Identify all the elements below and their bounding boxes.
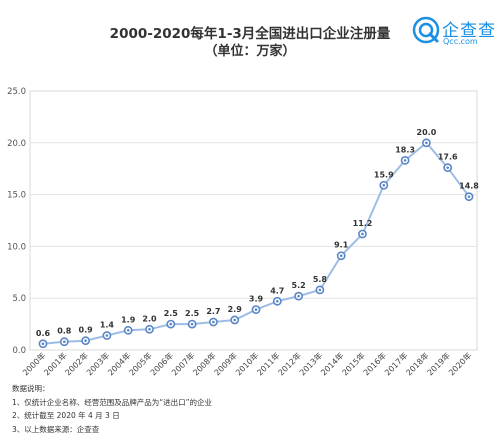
data-label: 3.9 — [249, 295, 264, 304]
data-point-center — [233, 318, 236, 322]
logo-domain: Qcc.com — [443, 37, 478, 46]
chart-subtitle: （单位：万家） — [204, 44, 296, 59]
line-chart: 0.05.010.015.020.025.0 2000年2001年2002年20… — [7, 87, 479, 377]
notes-heading: 数据说明： — [12, 384, 50, 393]
qcc-logo-icon — [412, 16, 440, 44]
data-label: 15.9 — [374, 170, 394, 179]
y-tick-label: 5.0 — [12, 294, 26, 304]
data-point-center — [212, 320, 215, 324]
note-item: 2、统计截至 2020 年 4 月 3 日 — [12, 411, 120, 420]
y-tick-label: 10.0 — [7, 242, 26, 252]
data-label: 5.2 — [292, 281, 306, 290]
data-point-center — [105, 334, 109, 337]
plot-area — [29, 90, 478, 351]
data-label: 18.3 — [395, 145, 415, 154]
data-label: 1.4 — [100, 320, 115, 329]
note-item: 3、以上数据来源：企查查 — [12, 424, 100, 434]
data-label: 2.5 — [185, 309, 200, 318]
data-label: 1.9 — [121, 315, 136, 324]
data-label: 9.1 — [334, 241, 349, 250]
data-point-center — [425, 141, 428, 145]
data-point-center — [382, 183, 386, 187]
data-point-center — [63, 340, 66, 344]
brand-logo: 企查查 Qcc.com — [412, 14, 498, 54]
data-point-center — [339, 254, 343, 258]
data-point-center — [169, 322, 173, 326]
data-label: 2.7 — [206, 307, 220, 316]
data-label: 5.8 — [313, 275, 328, 284]
chart-title: 2000-2020每年1-3月全国进出口企业注册量 — [109, 26, 391, 42]
data-point-center — [467, 195, 471, 198]
note-item: 1、仅统计企业名称、经营范围及品牌产品为“进出口”的企业 — [12, 397, 213, 407]
data-label: 2.5 — [164, 309, 179, 318]
data-label: 2.0 — [142, 314, 157, 323]
logo-name: 企查查 — [442, 21, 496, 41]
data-label: 20.0 — [417, 128, 437, 137]
data-point-center — [84, 339, 87, 342]
y-tick-label: 25.0 — [7, 87, 26, 97]
data-label: 17.6 — [438, 153, 458, 162]
x-tick-label: 2020年 — [446, 350, 473, 377]
data-label: 14.8 — [459, 182, 479, 191]
data-label: 4.7 — [270, 286, 284, 295]
data-label: 0.9 — [79, 326, 94, 335]
data-point-center — [190, 322, 194, 326]
data-label: 0.8 — [57, 327, 72, 336]
data-notes: 数据说明： 1、仅统计企业名称、经营范围及品牌产品为“进出口”的企业 2、统计截… — [12, 382, 212, 436]
data-point-center — [148, 327, 151, 331]
data-label: 0.6 — [36, 329, 51, 338]
data-point-center — [446, 166, 450, 169]
data-point-center — [254, 308, 258, 311]
data-point-center — [361, 232, 364, 236]
data-point-center — [403, 159, 407, 162]
y-tick-label: 15.0 — [7, 191, 26, 201]
data-point-center — [126, 329, 130, 332]
y-tick-label: 0.0 — [12, 346, 26, 356]
y-tick-label: 20.0 — [7, 139, 26, 149]
data-point-center — [318, 288, 322, 292]
data-point-center — [41, 342, 45, 346]
data-point-center — [297, 294, 300, 298]
data-label: 2.9 — [228, 305, 243, 314]
data-point-center — [276, 300, 279, 303]
data-label: 11.2 — [353, 219, 373, 228]
